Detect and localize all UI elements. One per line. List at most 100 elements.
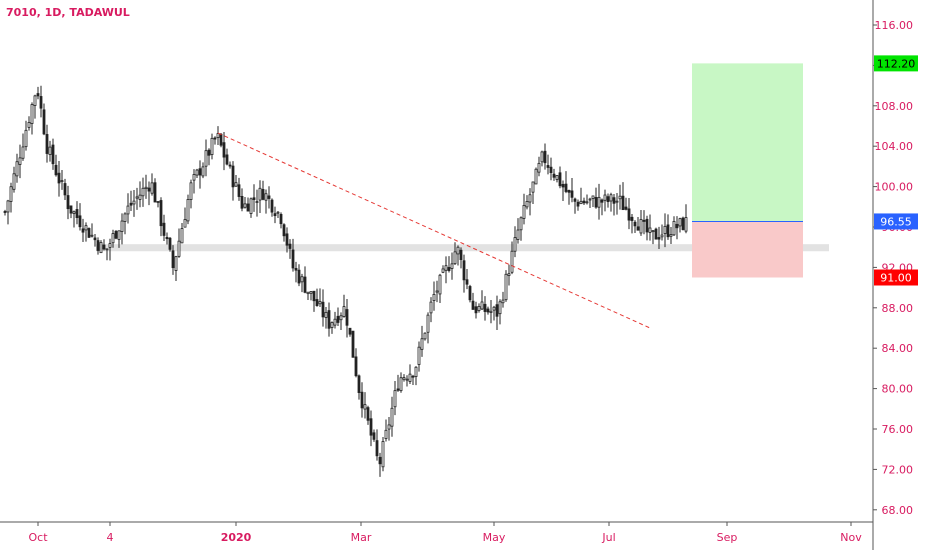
candle-body bbox=[366, 407, 370, 421]
candle-body bbox=[189, 182, 193, 200]
candle-body bbox=[468, 286, 472, 301]
candle-body bbox=[42, 109, 46, 135]
candle-body bbox=[378, 456, 382, 465]
trendline bbox=[217, 132, 651, 329]
candle-body bbox=[222, 142, 226, 158]
stop-price-badge-label: 91.00 bbox=[880, 272, 912, 285]
candle-body bbox=[636, 226, 640, 231]
candle-body bbox=[522, 205, 526, 219]
candle-body bbox=[456, 246, 460, 255]
candle-body bbox=[153, 182, 157, 203]
candle-body bbox=[546, 165, 550, 168]
entry-price-badge-label: 96.55 bbox=[880, 215, 912, 228]
candle-body bbox=[381, 441, 385, 468]
candle-body bbox=[177, 240, 181, 257]
candle-body bbox=[594, 197, 598, 208]
candle-body bbox=[108, 243, 112, 248]
candle-body bbox=[345, 309, 349, 326]
candle-body bbox=[534, 168, 538, 185]
candle-body bbox=[375, 440, 379, 457]
candle-body bbox=[387, 424, 391, 430]
candle-body bbox=[333, 318, 337, 326]
candle-body bbox=[438, 274, 442, 295]
candle-body bbox=[231, 165, 235, 188]
candle-body bbox=[99, 242, 103, 254]
candle-body bbox=[465, 279, 469, 285]
candle-body bbox=[228, 164, 232, 167]
candle-body bbox=[609, 194, 613, 202]
candle-body bbox=[684, 217, 688, 232]
price-tick-label: 76.00 bbox=[882, 423, 914, 436]
candle-body bbox=[618, 195, 622, 200]
candle-body bbox=[573, 198, 577, 202]
candle-body bbox=[174, 256, 178, 271]
candle-body bbox=[393, 390, 397, 408]
time-tick-label: May bbox=[483, 531, 506, 544]
candle-body bbox=[291, 249, 295, 269]
candle-body bbox=[603, 194, 607, 201]
candle-body bbox=[93, 237, 97, 241]
candle-body bbox=[324, 311, 328, 318]
candle-body bbox=[24, 129, 28, 148]
candle-body bbox=[120, 220, 124, 232]
candle-body bbox=[96, 240, 100, 251]
candle-body bbox=[588, 198, 592, 201]
target-zone bbox=[692, 63, 803, 222]
candle-body bbox=[165, 236, 169, 240]
candle-body bbox=[264, 193, 268, 201]
candle-body bbox=[240, 195, 244, 209]
candle-body bbox=[660, 234, 664, 238]
candle-body bbox=[453, 251, 457, 265]
candle-body bbox=[339, 315, 343, 321]
price-tick-label: 108.00 bbox=[875, 100, 914, 113]
candle-body bbox=[462, 260, 466, 281]
candle-body bbox=[132, 200, 136, 205]
candle-body bbox=[639, 219, 643, 234]
candle-body bbox=[579, 200, 583, 205]
candle-body bbox=[510, 250, 514, 273]
candle-body bbox=[147, 187, 151, 192]
candle-body bbox=[357, 375, 361, 393]
candle-body bbox=[195, 169, 199, 176]
candle-body bbox=[270, 199, 274, 213]
candle-body bbox=[258, 187, 262, 201]
candle-body bbox=[321, 301, 325, 318]
candle-body bbox=[414, 366, 418, 377]
candle-body bbox=[126, 205, 130, 215]
candle-body bbox=[303, 276, 307, 293]
candle-body bbox=[627, 208, 631, 221]
candle-body bbox=[675, 223, 679, 229]
entry-price-badge bbox=[874, 213, 918, 230]
symbol-title: 7010, 1D, TADAWUL bbox=[6, 6, 130, 19]
candle-body bbox=[645, 218, 649, 233]
candle-body bbox=[330, 322, 334, 328]
candle-body bbox=[336, 315, 340, 323]
candle-body bbox=[36, 93, 40, 97]
candle-body bbox=[576, 201, 580, 207]
candle-body bbox=[558, 172, 562, 187]
price-tick-label: 84.00 bbox=[882, 342, 914, 355]
candle-body bbox=[282, 224, 286, 237]
candle-body bbox=[180, 228, 184, 244]
candle-body bbox=[360, 391, 364, 409]
candle-body bbox=[657, 237, 661, 240]
candle-body bbox=[540, 151, 544, 163]
candle-body bbox=[12, 173, 16, 190]
candle-body bbox=[90, 234, 94, 237]
candle-body bbox=[495, 304, 499, 317]
candle-body bbox=[117, 230, 121, 240]
candle-body bbox=[654, 228, 658, 240]
candle-body bbox=[309, 291, 313, 294]
candle-body bbox=[504, 273, 508, 301]
candle-body bbox=[678, 218, 682, 227]
candle-body bbox=[198, 168, 202, 176]
candle-body bbox=[219, 133, 223, 146]
candle-body bbox=[207, 149, 211, 156]
time-tick-label: 4 bbox=[107, 531, 114, 544]
candle-body bbox=[192, 174, 196, 181]
candle-body bbox=[39, 96, 43, 109]
candle-body bbox=[441, 268, 445, 273]
candle-body bbox=[111, 233, 115, 244]
candle-body bbox=[81, 228, 85, 233]
candle-body bbox=[474, 306, 478, 314]
